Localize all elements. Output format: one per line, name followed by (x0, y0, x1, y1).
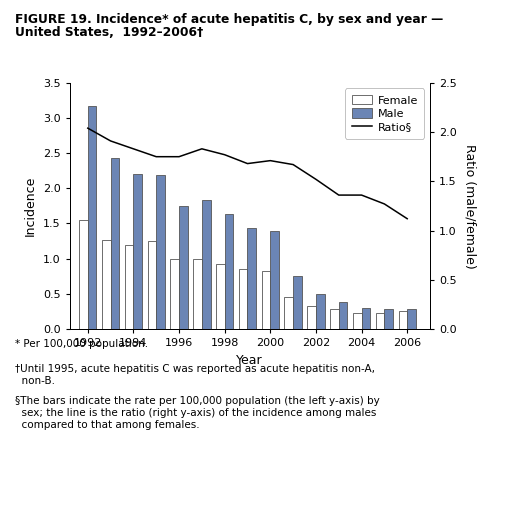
Bar (262, 271, 270, 329)
Bar (339, 302, 348, 329)
Text: * Per 100,000 population.: * Per 100,000 population. (15, 339, 148, 349)
Bar (170, 258, 179, 329)
Bar (284, 297, 293, 329)
Bar (225, 214, 233, 329)
Text: FIGURE 19. Incidence* of acute hepatitis C, by sex and year —: FIGURE 19. Incidence* of acute hepatitis… (15, 13, 444, 26)
Bar (407, 309, 416, 329)
Bar (248, 228, 256, 329)
Bar (376, 313, 384, 329)
Bar (316, 294, 324, 329)
Bar (399, 311, 407, 329)
Y-axis label: Ratio (male/female): Ratio (male/female) (464, 143, 476, 268)
Bar (179, 206, 187, 329)
Bar (216, 264, 225, 329)
Legend: Female, Male, Ratio§: Female, Male, Ratio§ (345, 89, 424, 139)
Bar (88, 106, 96, 329)
Bar (239, 269, 248, 329)
Y-axis label: Incidence: Incidence (24, 176, 37, 236)
Bar (79, 220, 88, 329)
Bar (270, 231, 279, 329)
Bar (111, 158, 119, 329)
Bar (384, 309, 393, 329)
Bar (330, 309, 339, 329)
Text: §The bars indicate the rate per 100,000 population (the left y-axis) by
  sex; t: §The bars indicate the rate per 100,000 … (15, 396, 380, 429)
Bar (353, 313, 362, 329)
Bar (193, 258, 202, 329)
Bar (362, 308, 370, 329)
Text: United States,  1992–2006†: United States, 1992–2006† (15, 26, 204, 39)
Text: †Until 1995, acute hepatitis C was reported as acute hepatitis non-A,
  non-B.: †Until 1995, acute hepatitis C was repor… (15, 364, 375, 386)
Bar (125, 244, 133, 329)
Bar (148, 241, 156, 329)
Bar (102, 240, 111, 329)
Bar (133, 174, 142, 329)
Bar (156, 175, 165, 329)
Bar (293, 276, 302, 329)
X-axis label: Year: Year (236, 353, 263, 367)
Bar (307, 306, 316, 329)
Bar (202, 200, 211, 329)
